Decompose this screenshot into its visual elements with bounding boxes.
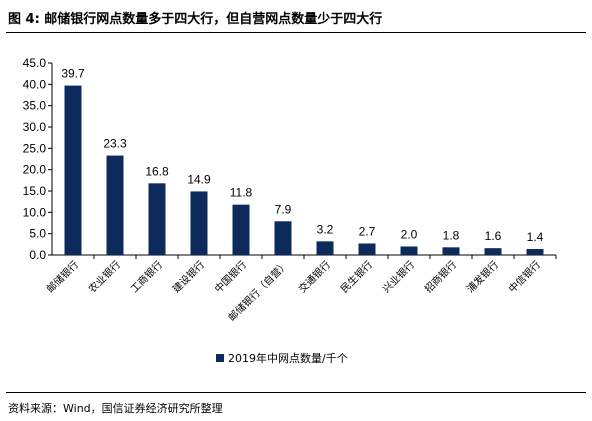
data-label: 11.8: [230, 186, 253, 200]
bar: [106, 155, 124, 255]
y-tick-label: 35.0: [23, 99, 47, 113]
bar: [442, 247, 460, 255]
x-tick-label: 建设银行: [170, 258, 207, 295]
data-label: 1.8: [443, 228, 460, 242]
y-tick-label: 30.0: [23, 120, 47, 134]
y-tick-label: 5.0: [29, 227, 46, 241]
chart-title: 图 4: 邮储银行网点数量多于四大行，但自营网点数量少于四大行: [8, 12, 383, 27]
data-label: 2.7: [359, 224, 376, 238]
y-tick-label: 40.0: [23, 77, 47, 91]
source-note: 资料来源：Wind，国信证券经济研究所整理: [8, 402, 223, 415]
legend-swatch: [216, 354, 224, 362]
x-tick-label: 交通银行: [296, 258, 333, 295]
data-label: 39.7: [61, 67, 85, 81]
bar: [400, 246, 418, 255]
bar: [484, 248, 502, 255]
bar: [64, 85, 82, 255]
bar: [358, 243, 376, 255]
bottom-divider: [6, 392, 586, 393]
data-label: 23.3: [103, 137, 127, 151]
data-label: 7.9: [275, 202, 292, 216]
data-label: 3.2: [317, 222, 334, 236]
bar: [190, 191, 208, 255]
x-tick-label: 民生银行: [338, 258, 375, 295]
y-tick-label: 10.0: [23, 205, 47, 219]
data-label: 1.4: [527, 230, 544, 244]
y-tick-label: 15.0: [23, 184, 47, 198]
y-tick-label: 0.0: [29, 248, 46, 262]
bar: [232, 204, 250, 255]
data-label: 1.6: [485, 229, 502, 243]
x-tick-label: 中信银行: [506, 258, 543, 295]
bar: [526, 249, 544, 255]
x-tick-label: 邮储银行: [44, 258, 81, 295]
data-label: 14.9: [187, 172, 211, 186]
data-label: 16.8: [145, 164, 169, 178]
x-tick-label: 工商银行: [128, 258, 165, 295]
bar: [316, 241, 334, 255]
y-tick-label: 20.0: [23, 163, 47, 177]
x-tick-label: 兴业银行: [380, 258, 417, 295]
x-tick-label: 招商银行: [422, 258, 459, 295]
x-tick-label: 农业银行: [86, 258, 123, 295]
x-tick-label: 中国银行: [212, 258, 249, 295]
legend-label: 2019年中网点数量/千个: [228, 351, 348, 365]
y-tick-label: 25.0: [23, 141, 47, 155]
bar: [274, 221, 292, 255]
data-label: 2.0: [401, 227, 418, 241]
top-divider: [6, 32, 586, 33]
bar: [148, 183, 166, 255]
x-tick-label: 浦发银行: [464, 258, 501, 295]
y-tick-label: 45.0: [23, 56, 47, 70]
